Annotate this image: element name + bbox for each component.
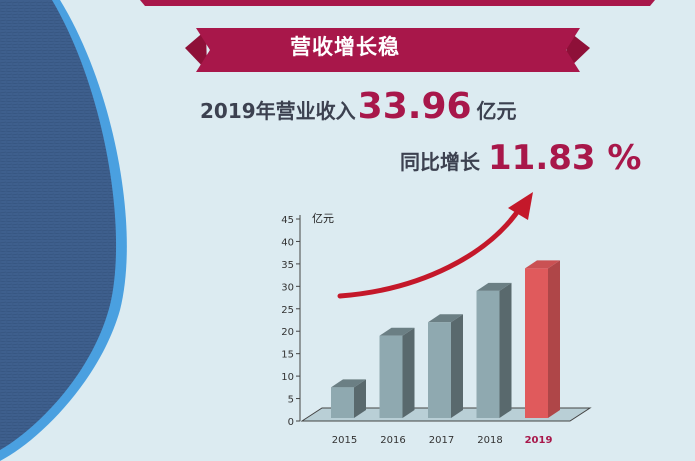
- bar-2017: [428, 322, 451, 418]
- x-tick-label-2017: 2017: [429, 435, 454, 446]
- bar-2018: [476, 290, 500, 418]
- bar-2016: [379, 335, 403, 418]
- bar-side: [499, 282, 512, 418]
- bar-side: [402, 327, 415, 418]
- x-tick-label-2019: 2019: [525, 435, 553, 446]
- y-tick-label: 20: [281, 327, 294, 338]
- bar-side: [354, 379, 366, 418]
- y-tick-label: 10: [281, 372, 294, 383]
- title-ribbon: [185, 28, 590, 72]
- bar-top: [525, 260, 560, 269]
- y-tick-label: 15: [281, 350, 294, 361]
- revenue-unit: 亿元: [476, 99, 517, 123]
- x-tick-label-2015: 2015: [332, 435, 357, 446]
- growth-label: 同比增长: [400, 150, 480, 174]
- growth-arrow-head: [508, 192, 533, 220]
- bar-side: [451, 314, 463, 418]
- revenue-stat: 2019年营业收入33.96 亿元: [200, 86, 517, 127]
- bar-2019: [525, 268, 548, 418]
- top-banner-edge: [140, 0, 655, 6]
- growth-stat: 同比增长 11.83 %: [400, 138, 641, 178]
- y-tick-label: 0: [288, 417, 294, 428]
- bar-top: [331, 379, 366, 388]
- bar-2015: [331, 387, 354, 418]
- bar-top: [476, 282, 512, 291]
- bar-top: [379, 327, 415, 336]
- x-tick-label-2016: 2016: [380, 435, 405, 446]
- y-unit-label: 亿元: [312, 212, 334, 225]
- x-tick-label-2018: 2018: [477, 435, 502, 446]
- y-tick-label: 5: [288, 395, 294, 406]
- y-tick-label: 25: [281, 305, 294, 316]
- y-tick-label: 40: [281, 237, 294, 248]
- ribbon-title: 营收增长稳: [290, 35, 400, 59]
- bar-top: [428, 314, 463, 323]
- y-tick-label: 30: [281, 282, 294, 293]
- bar-side: [548, 260, 560, 418]
- y-tick-label: 45: [281, 215, 294, 226]
- growth-value: 11.83 %: [488, 138, 642, 178]
- revenue-value: 33.96: [357, 86, 472, 127]
- revenue-label: 2019年营业收入: [200, 99, 356, 123]
- y-tick-label: 35: [281, 260, 294, 271]
- growth-arrow-line: [337, 202, 525, 299]
